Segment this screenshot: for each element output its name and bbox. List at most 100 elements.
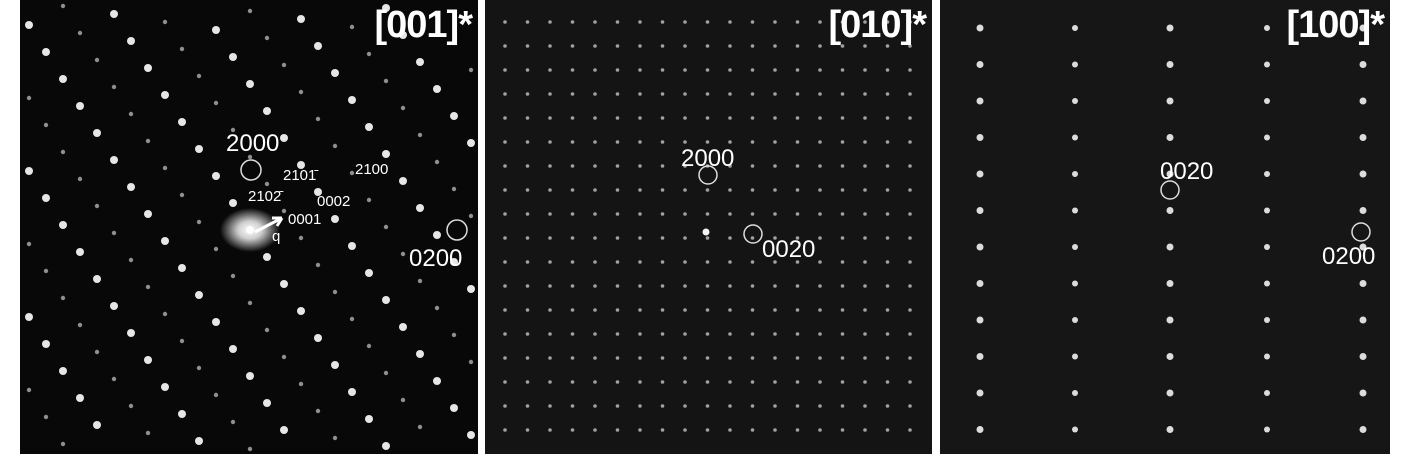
diffraction-spot: [247, 300, 253, 306]
zone-axis-label: [100]*: [1286, 4, 1385, 46]
diffraction-spot: [144, 356, 152, 364]
diffraction-spot: [382, 442, 390, 450]
diffraction-spot: [593, 140, 597, 144]
diffraction-spot: [885, 332, 890, 336]
diffraction-spot: [525, 44, 530, 48]
diffraction-spot: [1166, 243, 1174, 251]
diffraction-spot: [382, 4, 390, 12]
diffraction-spot: [840, 92, 845, 96]
diffraction-spot: [728, 20, 732, 24]
diffraction-spot: [750, 212, 755, 216]
diffraction-spot: [638, 68, 642, 72]
diffraction-spot: [728, 260, 732, 264]
diffraction-spot: [1264, 25, 1270, 31]
diffraction-spot: [908, 116, 912, 120]
diffraction-spot: [705, 20, 710, 24]
diffraction-spot: [593, 404, 597, 408]
diffraction-spot: [660, 236, 665, 240]
diffraction-spot: [570, 68, 575, 72]
spot-label: 0200: [1322, 243, 1376, 270]
diffraction-spot: [383, 78, 389, 84]
diffraction-spot: [1359, 389, 1367, 397]
diffraction-spot: [773, 356, 777, 360]
diffraction-spot: [59, 367, 67, 375]
diffraction-spot: [638, 308, 642, 312]
diffraction-spot: [885, 428, 890, 432]
diffraction-spot: [548, 428, 552, 432]
diffraction-spot: [615, 404, 620, 408]
diffraction-spot: [1264, 61, 1270, 68]
diffraction-spot: [660, 20, 665, 24]
diffraction-spot: [1072, 280, 1078, 287]
diffraction-spot: [1264, 426, 1270, 433]
diffraction-spot: [683, 308, 687, 312]
diffraction-spot: [615, 380, 620, 384]
diffraction-spot: [570, 404, 575, 408]
diffraction-spot: [976, 316, 984, 324]
diffraction-spot: [570, 308, 575, 312]
diffraction-spot: [976, 207, 984, 214]
diffraction-spot: [818, 284, 822, 288]
spot-marker-circle: [240, 159, 262, 181]
diffraction-spot: [728, 284, 732, 288]
diffraction-spot: [840, 428, 845, 432]
diffraction-spot: [593, 68, 597, 72]
diffraction-spot: [229, 345, 237, 353]
diffraction-spot: [433, 231, 441, 239]
diffraction-spot: [1264, 171, 1270, 177]
diffraction-spot: [773, 332, 777, 336]
diffraction-spot: [450, 112, 458, 120]
diffraction-spot: [1264, 390, 1270, 396]
diffraction-spot: [433, 377, 441, 385]
diffraction-spot: [434, 159, 440, 165]
diffraction-spot: [818, 68, 822, 72]
diffraction-spot: [246, 372, 254, 380]
diffraction-spot: [818, 236, 822, 240]
diffraction-spot: [26, 241, 32, 247]
diffraction-spot: [615, 236, 620, 240]
diffraction-spot: [840, 116, 845, 120]
diffraction-spot: [840, 356, 845, 360]
diffraction-spot: [399, 31, 407, 39]
diffraction-spot: [818, 404, 822, 408]
diffraction-spot: [213, 392, 219, 398]
diffraction-spot: [840, 20, 845, 24]
diffraction-spot: [615, 308, 620, 312]
diffraction-spot: [885, 404, 890, 408]
diffraction-spot: [818, 92, 822, 96]
diffraction-spot: [25, 21, 33, 29]
diffraction-spots: [503, 20, 912, 432]
diffraction-spot: [315, 116, 321, 122]
diffraction-spot: [683, 188, 687, 192]
diffraction-spot: [593, 356, 597, 360]
diffraction-spot: [818, 164, 822, 168]
diffraction-spot: [162, 311, 168, 317]
diffraction-spot: [570, 188, 575, 192]
diffraction-spot: [840, 188, 845, 192]
diffraction-spot: [548, 356, 552, 360]
diffraction-spot: [615, 212, 620, 216]
diffraction-spot: [111, 230, 117, 236]
diffraction-spot: [863, 212, 867, 216]
diffraction-spot: [94, 57, 100, 63]
diffraction-spot: [750, 236, 755, 240]
diffraction-spot: [593, 116, 597, 120]
diffraction-spot: [593, 44, 597, 48]
diffraction-spot: [144, 210, 152, 218]
diffraction-spot: [1359, 243, 1367, 251]
diffraction-spot: [705, 404, 710, 408]
diffraction-spot: [705, 116, 710, 120]
diffraction-spot: [728, 212, 732, 216]
diffraction-panel-001: [001]* 2000 2101̄ 2100 2102̄ 0002 0001 q…: [20, 0, 478, 454]
diffraction-spot: [503, 332, 507, 336]
zone-axis-label: [010]*: [828, 4, 927, 46]
diffraction-spot: [298, 89, 304, 95]
diffraction-spot: [1264, 207, 1270, 214]
diffraction-spot: [615, 92, 620, 96]
diffraction-spot: [332, 289, 338, 295]
diffraction-spot: [908, 236, 912, 240]
diffraction-spot: [467, 431, 475, 439]
diffraction-spot: [450, 258, 458, 266]
diffraction-spot: [400, 397, 406, 403]
diffraction-spot: [178, 410, 186, 418]
